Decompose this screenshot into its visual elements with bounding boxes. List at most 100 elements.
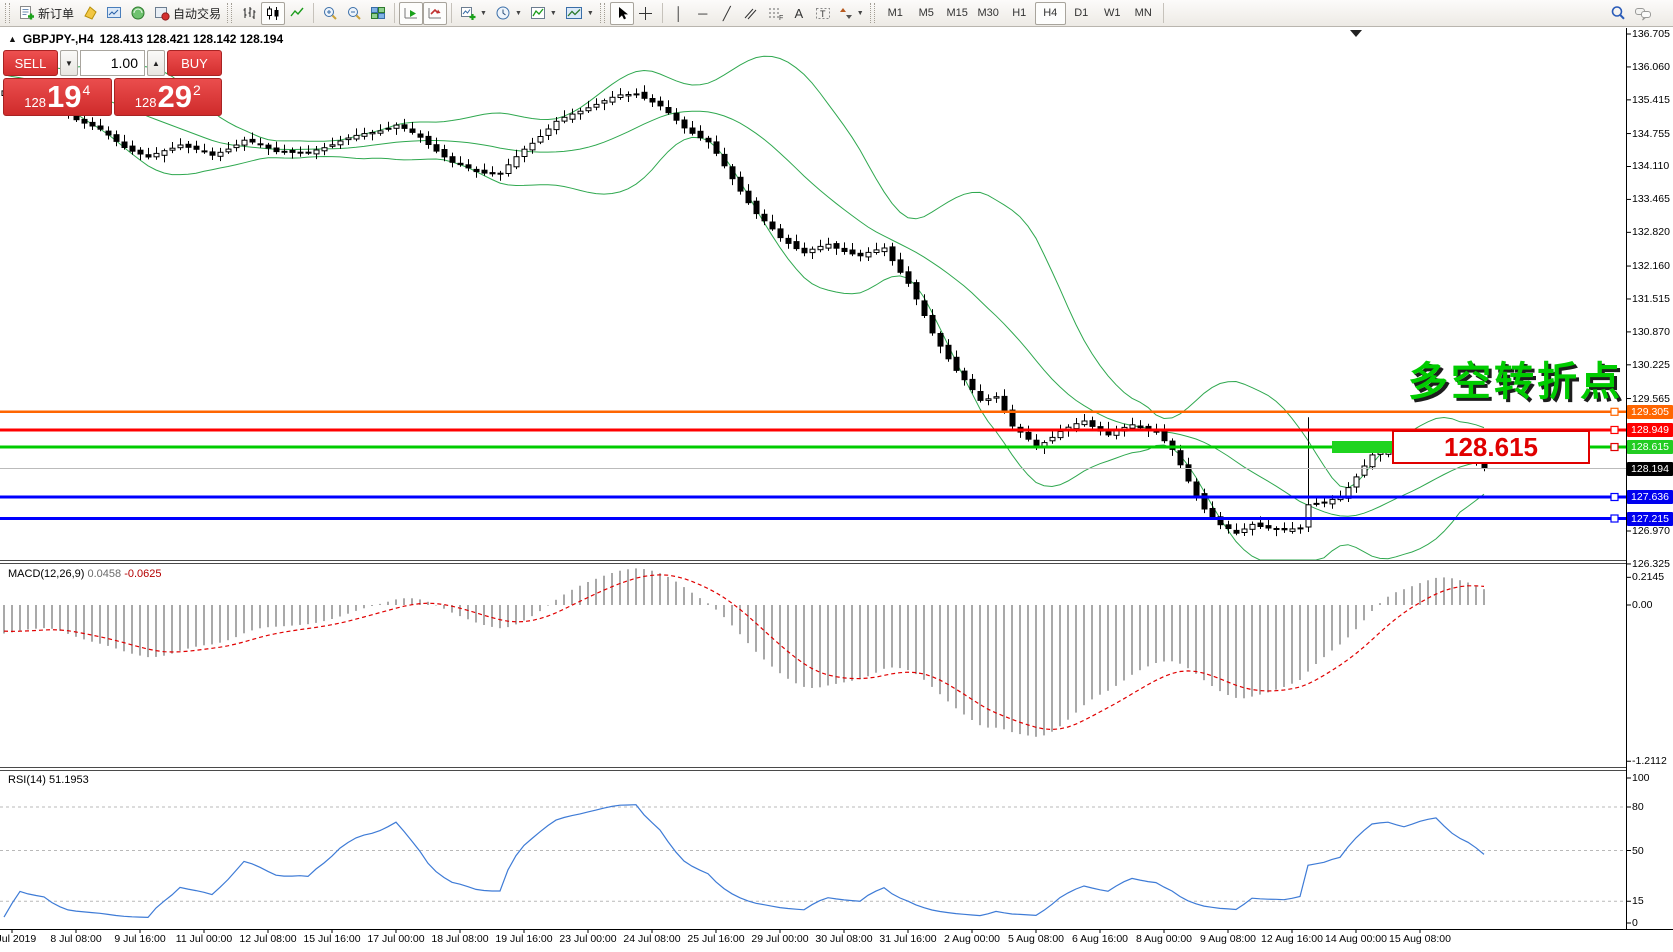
volume-input[interactable] — [80, 50, 145, 76]
macd-label: MACD(12,26,9) 0.0458 -0.0625 — [8, 568, 162, 580]
toolbar-separator — [661, 3, 663, 23]
volume-increase-button[interactable]: ▲ — [147, 50, 165, 76]
zoom-out-icon — [348, 7, 361, 20]
timeframe-m5-button[interactable]: M5 — [911, 2, 942, 25]
text-icon: A — [794, 5, 804, 21]
vertical-line-tool-button[interactable]: │ — [667, 2, 691, 25]
auto-scroll-icon — [428, 8, 442, 19]
price-callout-box[interactable]: 128.615 — [1392, 430, 1590, 464]
horizontal-line-tool-button[interactable]: ─ — [691, 2, 715, 25]
horizontal-line-icon: ─ — [698, 5, 708, 21]
volume-decrease-button[interactable]: ▼ — [60, 50, 78, 76]
search-icon — [1611, 6, 1625, 20]
timeframe-mn-button[interactable]: MN — [1128, 2, 1159, 25]
new-order-label: 新订单 — [38, 6, 75, 21]
arrows-tool-button[interactable]: ▼ — [835, 2, 868, 25]
new-chart-icon — [461, 7, 476, 20]
hline-anchor-square[interactable] — [1610, 407, 1619, 416]
zoom-in-icon — [324, 7, 337, 20]
hline-anchor-square[interactable] — [1610, 425, 1619, 435]
fibonacci-tool-button[interactable]: F — [763, 2, 787, 25]
navigator-button[interactable] — [126, 2, 150, 25]
candlestick-series — [1, 78, 1488, 537]
new-chart-button[interactable]: ▼ — [456, 2, 491, 25]
macd-name: MACD(12,26,9) — [8, 568, 85, 580]
zoom-in-button[interactable] — [318, 2, 342, 25]
collapse-triangle-icon[interactable]: ▲ — [8, 34, 17, 44]
tile-windows-button[interactable] — [366, 2, 390, 25]
new-order-button[interactable]: 新订单 — [15, 2, 78, 25]
chart-shift-button[interactable] — [399, 1, 424, 25]
timeframe-d1-button[interactable]: D1 — [1066, 2, 1097, 25]
rsi-name: RSI(14) — [8, 774, 46, 786]
dropdown-icon: ▼ — [514, 9, 522, 17]
autotrading-button[interactable]: 自动交易 — [150, 2, 225, 25]
candlestick-chart-type-button[interactable] — [261, 1, 286, 25]
text-tool-button[interactable]: A — [787, 2, 811, 25]
toolbar-grip — [599, 3, 605, 23]
buy-price-prefix: 128 — [134, 95, 157, 110]
hline-anchor-square[interactable] — [1610, 514, 1619, 523]
svg-text:T: T — [820, 9, 826, 19]
channel-tool-button[interactable] — [739, 2, 763, 25]
chart-shift-icon — [404, 8, 418, 19]
sell-price-big: 19 — [46, 79, 82, 114]
text-label-icon: T — [815, 7, 830, 19]
macd-signal-value: -0.0625 — [124, 568, 162, 580]
buy-price-button[interactable]: 128 29 2 — [113, 78, 222, 116]
buy-price-sup: 2 — [192, 82, 201, 98]
templates-button[interactable]: ▼ — [561, 2, 598, 25]
sell-button[interactable]: SELL — [3, 50, 58, 76]
macd-indicator — [3, 568, 1485, 737]
chat-button[interactable] — [1630, 2, 1656, 25]
symbol-ohlc-header: ▲ GBPJPY-,H4 128.413 128.421 128.142 128… — [8, 32, 283, 46]
symbol-name: GBPJPY-,H4 — [22, 32, 94, 46]
toolbar-grip — [227, 3, 233, 23]
timeframe-m1-button[interactable]: M1 — [880, 2, 911, 25]
crosshair-tool-button[interactable] — [634, 2, 658, 25]
symbol-ohlc-values: 128.413 128.421 128.142 128.194 — [99, 32, 284, 46]
vertical-line-icon: │ — [674, 5, 683, 21]
toolbar-grip — [869, 3, 875, 23]
timeframe-h1-button[interactable]: H1 — [1004, 2, 1035, 25]
bar-chart-type-button[interactable] — [237, 2, 261, 25]
profiles-button[interactable] — [78, 2, 102, 25]
hline-anchor-square[interactable] — [1610, 492, 1619, 502]
toolbar-separator — [394, 3, 396, 23]
ohlc-bars-icon — [243, 7, 256, 19]
cursor-tool-button[interactable] — [609, 1, 634, 25]
sell-price-prefix: 128 — [24, 95, 46, 110]
toolbar-separator — [1162, 3, 1164, 23]
trendline-tool-button[interactable]: ╱ — [715, 2, 739, 25]
chat-icon — [1635, 8, 1651, 21]
main-toolbar: 新订单 自动交易 — [0, 0, 1673, 27]
chart-shift-marker[interactable] — [1350, 30, 1362, 37]
market-watch-button[interactable] — [102, 2, 126, 25]
timeframe-w1-button[interactable]: W1 — [1097, 2, 1128, 25]
search-button[interactable] — [1606, 2, 1630, 25]
profiles-icon — [84, 6, 97, 20]
dropdown-icon: ▼ — [480, 9, 487, 17]
rsi-value: 51.1953 — [48, 774, 89, 786]
periods-button[interactable]: ▼ — [491, 2, 526, 25]
line-chart-type-button[interactable] — [285, 2, 309, 25]
timeframe-m30-button[interactable]: M30 — [973, 2, 1004, 25]
timeframe-h4-button[interactable]: H4 — [1034, 1, 1066, 25]
sell-price-button[interactable]: 128 19 4 — [3, 78, 112, 116]
timeframe-m15-button[interactable]: M15 — [942, 2, 973, 25]
template-icon — [565, 7, 582, 19]
one-click-trading-panel: SELL ▼ ▲ BUY 128 19 4 128 29 2 — [3, 50, 222, 116]
auto-scroll-button[interactable] — [423, 1, 448, 25]
turning-point-annotation[interactable]: 多空转折点 — [1408, 360, 1623, 404]
hline-anchor-square[interactable] — [1610, 442, 1619, 452]
buy-button[interactable]: BUY — [167, 50, 222, 76]
bollinger-bands — [3, 50, 1485, 561]
text-label-tool-button[interactable]: T — [811, 2, 835, 25]
indicators-button[interactable]: ▼ — [526, 2, 561, 25]
navigator-icon — [131, 6, 145, 20]
zoom-out-button[interactable] — [342, 2, 366, 25]
volume-up-icon: ▲ — [152, 58, 160, 68]
rsi-indicator — [0, 804, 1626, 919]
